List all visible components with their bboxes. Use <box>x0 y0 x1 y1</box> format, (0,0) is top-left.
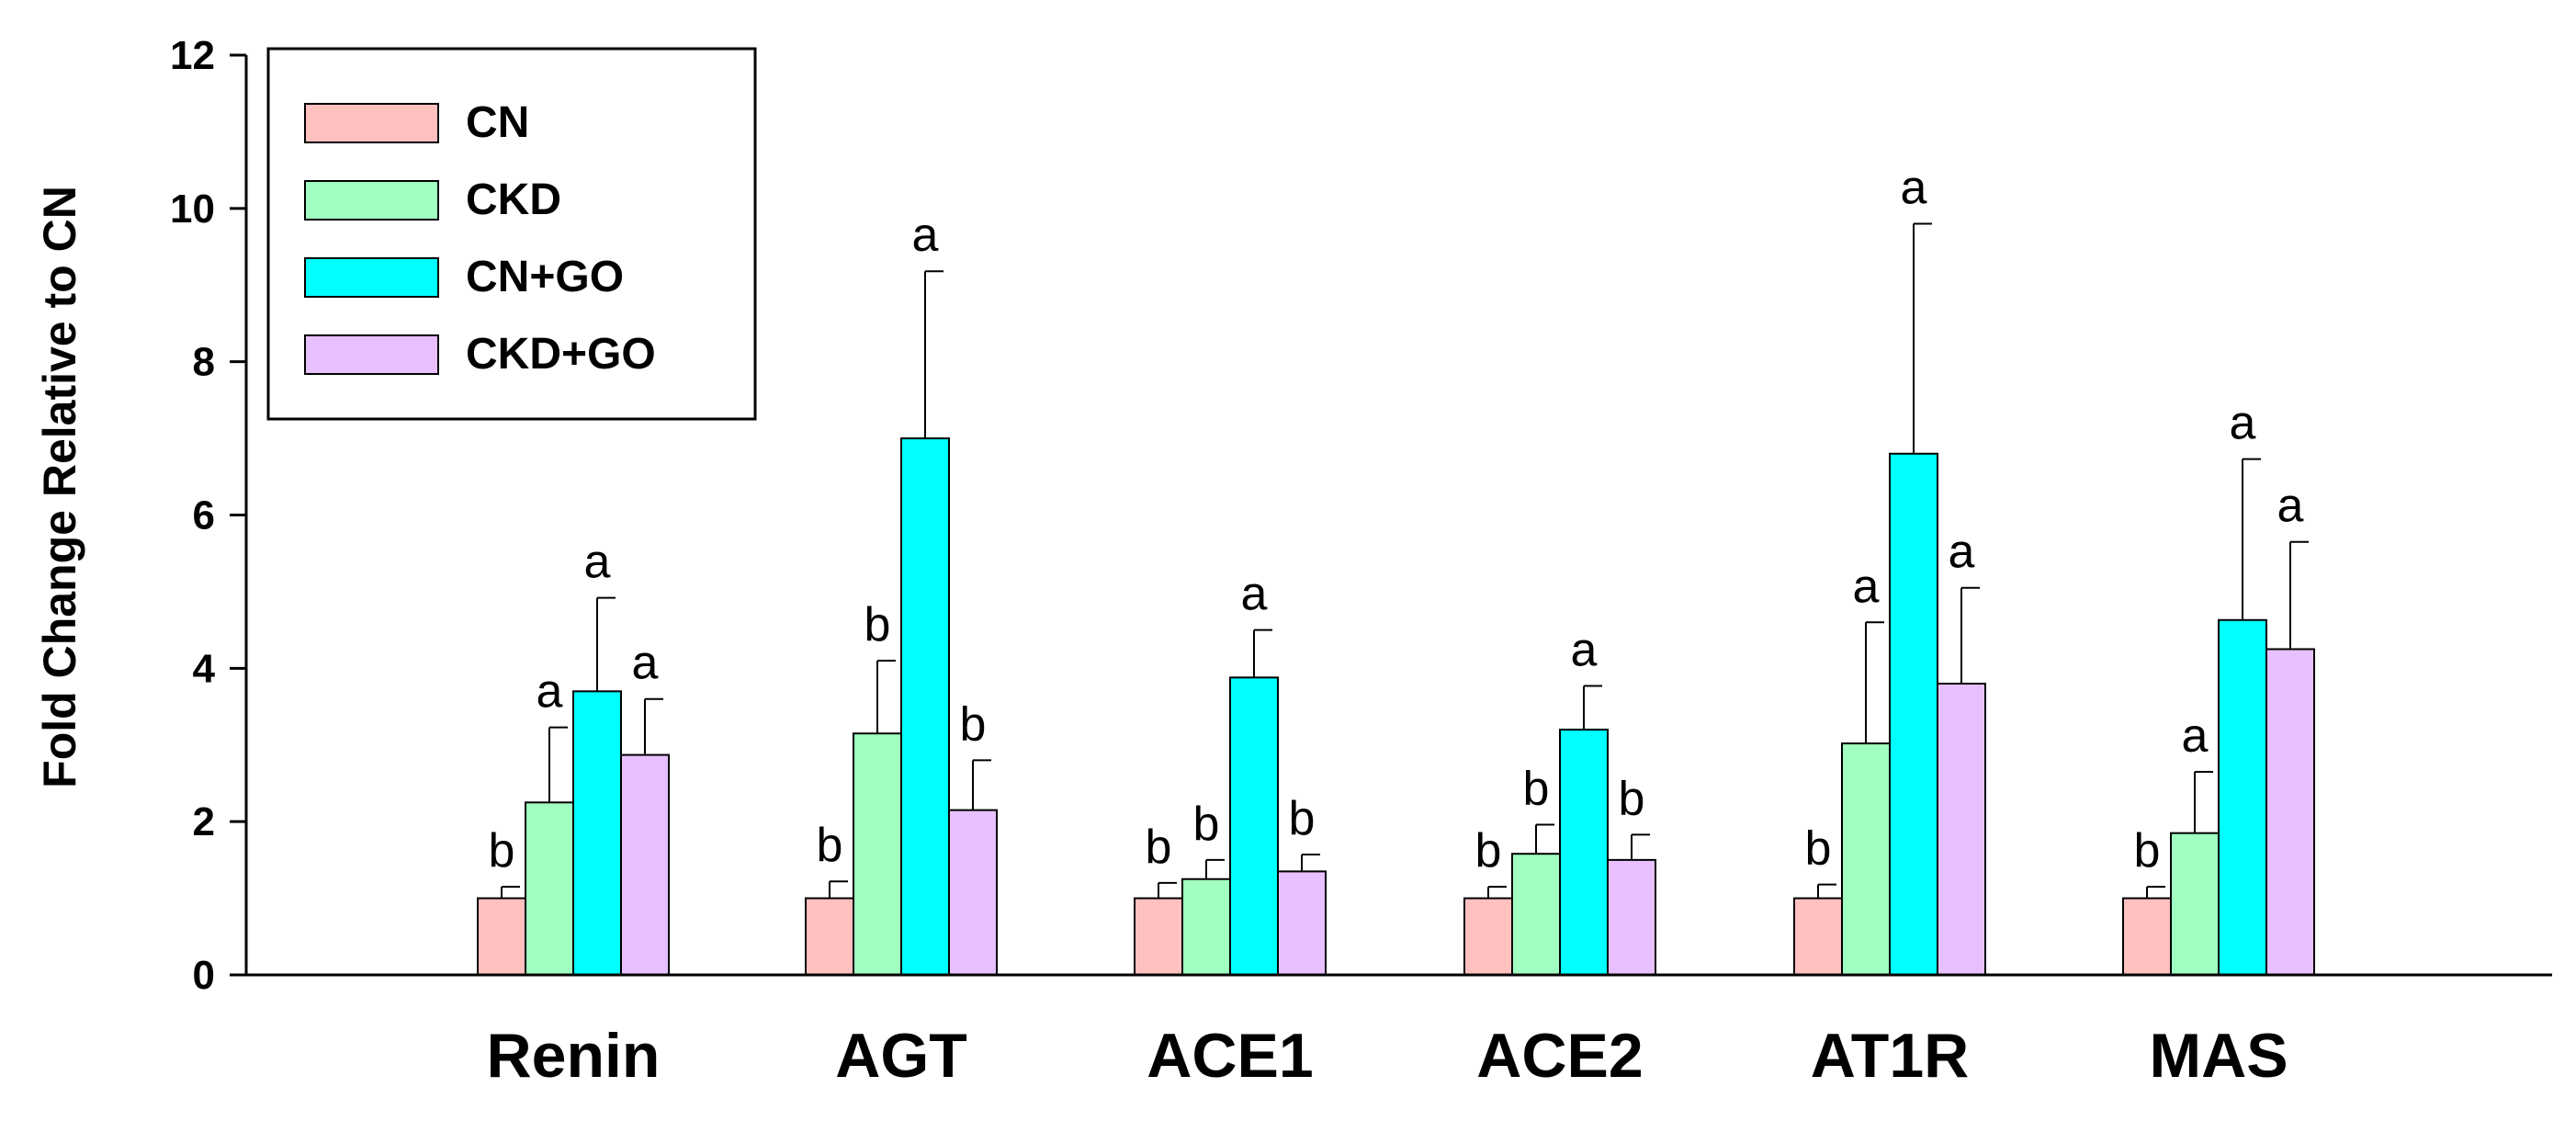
bar <box>900 437 950 977</box>
significance-label: a <box>912 209 939 262</box>
bar <box>1841 742 1891 976</box>
bar <box>477 897 526 976</box>
bar <box>525 801 574 976</box>
significance-label: a <box>1949 526 1975 579</box>
significance-label: a <box>2230 397 2256 450</box>
x-tick-label: MAS <box>2149 1021 2288 1091</box>
legend-label: CKD <box>466 176 561 224</box>
bar <box>1793 897 1843 976</box>
significance-label: b <box>864 598 891 651</box>
significance-label: a <box>1241 568 1268 621</box>
bar <box>572 690 622 976</box>
x-tick-label: AGT <box>835 1021 967 1091</box>
legend-swatch <box>304 103 439 143</box>
bar <box>805 897 854 976</box>
bar <box>1559 729 1609 976</box>
significance-label: a <box>2182 709 2209 763</box>
legend: CN CKD CN+GO CKD+GO <box>266 47 757 421</box>
legend-swatch <box>304 334 439 375</box>
legend-label: CKD+GO <box>466 330 656 379</box>
bar <box>1607 858 1656 976</box>
legend-label: CN <box>466 98 529 147</box>
y-tick-label: 4 <box>193 646 216 691</box>
y-tick-label: 12 <box>170 33 215 78</box>
x-tick-label: Renin <box>487 1021 661 1091</box>
y-tick-label: 0 <box>193 953 215 998</box>
significance-label: b <box>1475 824 1502 878</box>
significance-label: b <box>489 824 515 878</box>
y-tick-label: 2 <box>193 799 215 844</box>
significance-label: b <box>2134 824 2161 878</box>
bar <box>1277 870 1327 977</box>
legend-label: CN+GO <box>466 253 624 301</box>
y-axis: 0 2 4 6 8 10 12 <box>170 33 248 998</box>
bar <box>1937 683 1986 976</box>
y-tick-label: 6 <box>193 493 215 538</box>
significance-label: a <box>1571 624 1598 677</box>
legend-swatch <box>304 180 439 221</box>
significance-label: b <box>1523 763 1550 816</box>
significance-label: b <box>960 697 987 751</box>
significance-label: b <box>1289 792 1316 845</box>
significance-label: a <box>2277 480 2304 533</box>
significance-label: b <box>817 819 843 872</box>
bar <box>1889 452 1938 976</box>
bar <box>1511 853 1561 976</box>
bar <box>620 753 670 977</box>
significance-label: b <box>1193 798 1220 851</box>
y-tick-label: 8 <box>193 340 215 385</box>
significance-label: a <box>537 665 563 719</box>
y-axis-title: Fold Change Relative to CN <box>34 186 85 788</box>
bar <box>1181 878 1231 977</box>
significance-label: a <box>1853 560 1880 613</box>
significance-label: b <box>1146 821 1172 874</box>
significance-label: a <box>584 536 611 589</box>
x-tick-label: AT1R <box>1811 1021 1970 1091</box>
bar <box>853 732 902 976</box>
significance-label: b <box>1805 822 1832 876</box>
bar <box>2170 832 2220 976</box>
bar <box>948 809 998 977</box>
legend-swatch <box>304 257 439 298</box>
bar <box>2265 648 2315 977</box>
bar <box>1134 897 1183 976</box>
significance-label: a <box>632 637 659 690</box>
significance-label: a <box>1901 162 1927 215</box>
bar <box>1463 897 1513 976</box>
bar <box>1229 676 1279 976</box>
y-tick-label: 10 <box>170 187 215 232</box>
x-axis: Renin AGT ACE1 ACE2 AT1R MAS <box>246 973 2552 1091</box>
x-tick-label: ACE1 <box>1147 1021 1313 1091</box>
x-tick-label: ACE2 <box>1476 1021 1643 1091</box>
significance-label: b <box>1619 772 1645 825</box>
bar <box>2122 897 2172 976</box>
bar <box>2218 618 2267 976</box>
